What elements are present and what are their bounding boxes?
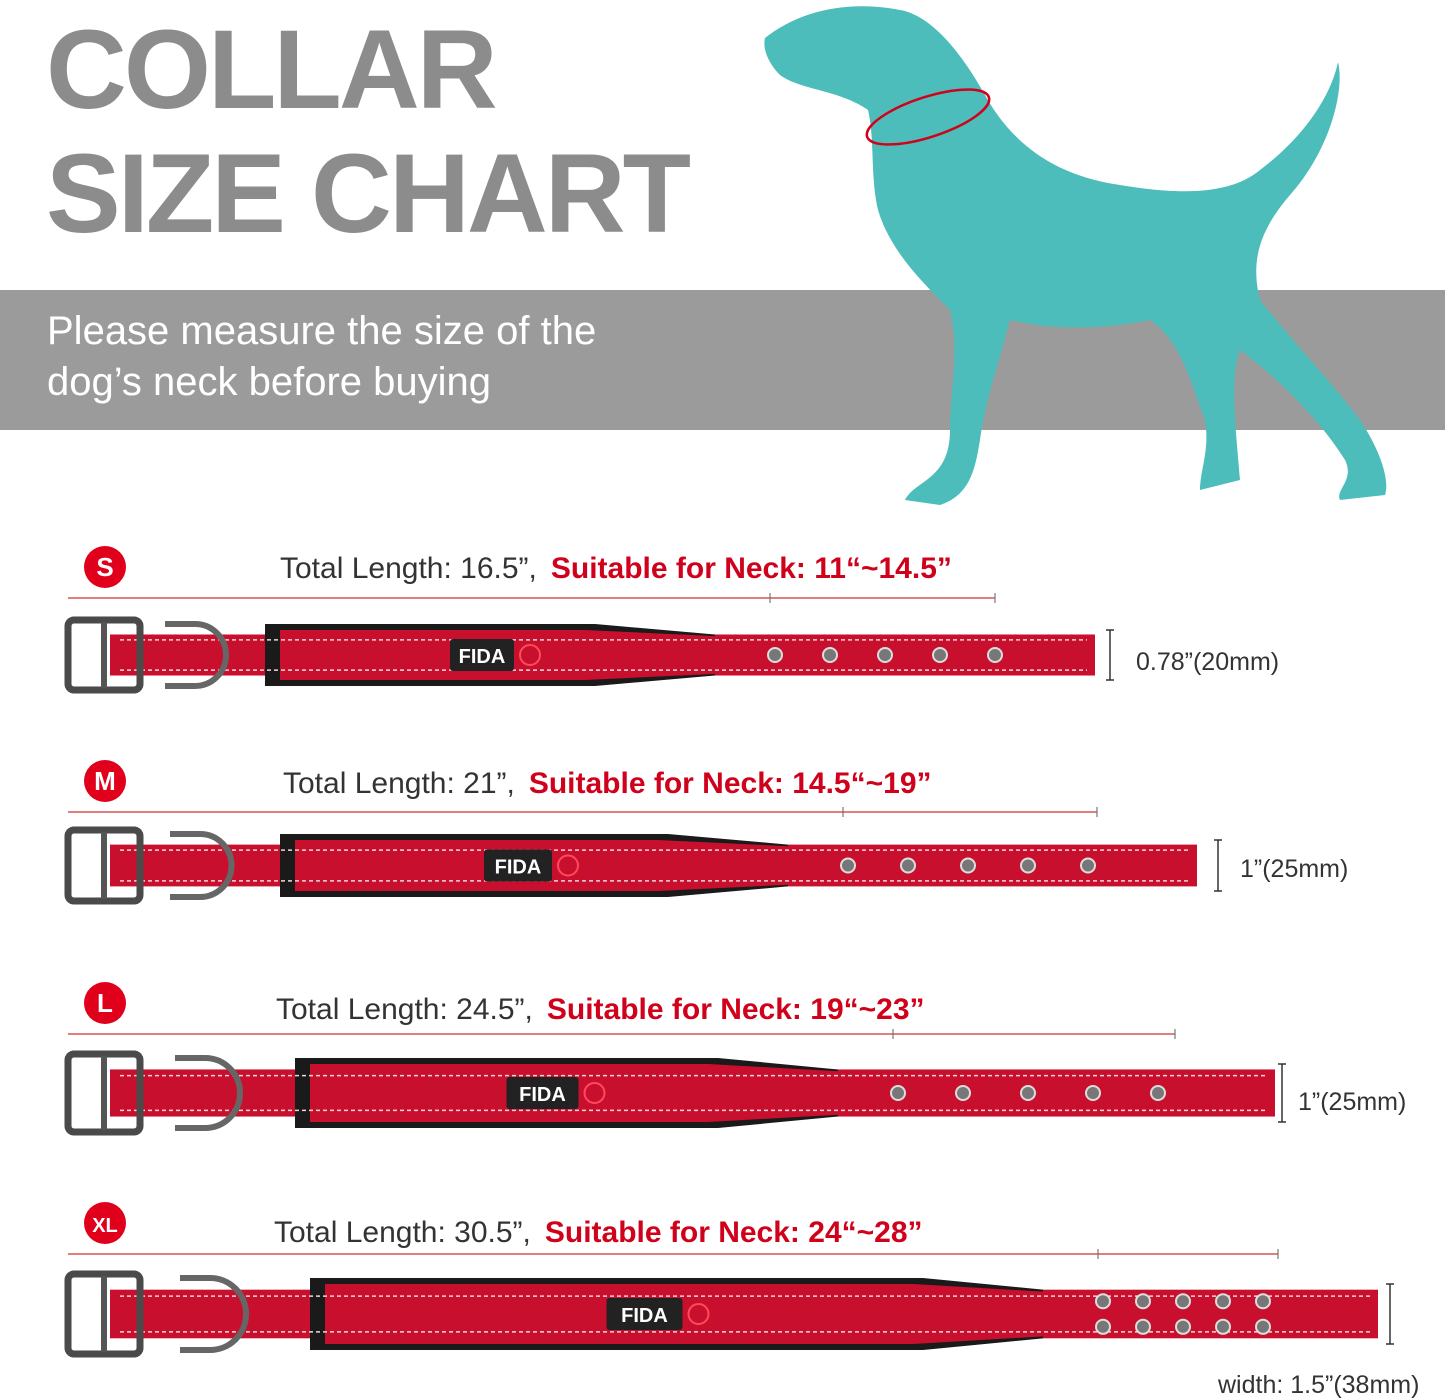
brand-label: FIDA	[495, 857, 542, 879]
brand-logo	[557, 854, 579, 877]
d-ring	[180, 1275, 249, 1353]
size-badge-bg	[84, 982, 126, 1024]
size-badge: XL	[92, 1215, 118, 1237]
brand-label: FIDA	[621, 1305, 668, 1327]
brand-label: FIDA	[459, 646, 506, 668]
rivet-hole	[1255, 1318, 1271, 1335]
rivet-hole	[987, 647, 1003, 663]
brand-logo	[519, 644, 541, 666]
total-length: Total Length: 24.5”,	[276, 993, 533, 1026]
rivet-hole	[1135, 1293, 1151, 1310]
title-line: COLLAR	[46, 7, 496, 132]
rivet-hole	[1150, 1085, 1166, 1101]
rivet-hole	[890, 1085, 906, 1101]
rivet-hole	[932, 647, 948, 663]
size-badge-bg	[84, 760, 126, 802]
rivet-hole	[1020, 857, 1036, 874]
neck-range: Suitable for Neck: 24“~28”	[545, 1216, 923, 1249]
brand-label: FIDA	[519, 1084, 566, 1106]
brand-tag	[484, 849, 552, 882]
size-description: Total Length: 16.5”, Suitable for Neck: 1…	[280, 552, 952, 585]
subtitle-line: Please measure the size of the	[47, 309, 596, 353]
rivet-hole	[1095, 1318, 1111, 1335]
rivet-hole	[1020, 1085, 1036, 1101]
dog-silhouette	[764, 6, 1387, 506]
rivet-hole	[840, 857, 856, 874]
neck-marker	[865, 88, 991, 146]
rivet-hole	[1215, 1293, 1231, 1310]
rivet-hole	[1080, 857, 1096, 874]
width-label: 0.78”(20mm)	[1136, 648, 1279, 676]
buckle	[64, 826, 144, 905]
brand-tag	[450, 639, 514, 671]
d-ring	[170, 831, 235, 900]
size-badge-bg	[84, 1202, 126, 1244]
size-description: Total Length: 24.5”, Suitable for Neck: 1…	[276, 993, 925, 1026]
total-length: Total Length: 16.5”,	[280, 552, 537, 585]
rivet-hole	[1255, 1293, 1271, 1310]
size-badge: S	[96, 552, 113, 582]
rivet-hole	[1175, 1318, 1191, 1335]
rivet-hole	[767, 647, 783, 663]
width-label: width: 1.5”(38mm)	[1217, 1371, 1419, 1398]
rivet-hole	[1095, 1293, 1111, 1310]
total-length: Total Length: 21”,	[283, 767, 515, 800]
title-line: SIZE CHART	[46, 131, 691, 256]
rivet-hole	[822, 647, 838, 663]
subtitle-line: dog’s neck before buying	[47, 360, 491, 404]
width-label: 1”(25mm)	[1298, 1088, 1406, 1116]
rivet-hole	[900, 857, 916, 874]
rivet-hole	[1175, 1293, 1191, 1310]
size-badge: M	[94, 766, 116, 796]
size-description: Total Length: 21”, Suitable for Neck: 14.…	[283, 767, 932, 800]
d-ring	[165, 621, 229, 689]
neck-range: Suitable for Neck: 19“~23”	[547, 993, 925, 1026]
rivet-hole	[1085, 1085, 1101, 1101]
size-badge-bg	[84, 546, 126, 588]
brand-logo	[687, 1303, 710, 1325]
size-description: Total Length: 30.5”, Suitable for Neck: 2…	[274, 1216, 923, 1249]
size-badge: L	[97, 988, 113, 1018]
rivet-hole	[960, 857, 976, 874]
neck-range: Suitable for Neck: 14.5“~19”	[529, 767, 932, 800]
buckle	[64, 1050, 144, 1136]
d-ring	[175, 1055, 243, 1131]
rivet-hole	[955, 1085, 971, 1101]
buckle	[64, 1270, 144, 1358]
total-length: Total Length: 30.5”,	[274, 1216, 531, 1249]
brand-tag	[506, 1077, 579, 1109]
rivet-hole	[1135, 1318, 1151, 1335]
width-label: 1”(25mm)	[1240, 855, 1348, 883]
buckle	[64, 616, 144, 694]
padding-face	[325, 1284, 1043, 1344]
brand-tag	[606, 1298, 683, 1330]
brand-logo	[583, 1082, 606, 1104]
rivet-hole	[1215, 1318, 1231, 1335]
neck-range: Suitable for Neck: 11“~14.5”	[551, 552, 952, 585]
rivet-hole	[877, 647, 893, 663]
